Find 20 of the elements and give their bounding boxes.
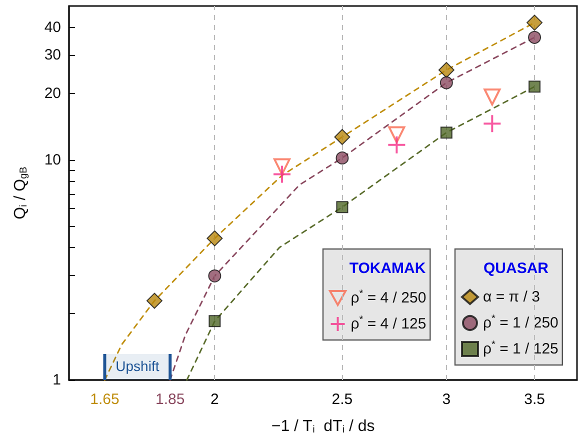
x-tick-label: 2.5: [332, 391, 353, 408]
y-tick-label: 40: [44, 18, 61, 36]
legend-label: ρ* = 4 / 125: [350, 314, 426, 332]
x-tick-label: 1.65: [90, 391, 120, 408]
x-tick-label: 3.5: [524, 391, 545, 408]
legend-label: ρ* = 1 / 250: [483, 314, 558, 332]
annotation: TOKAMAK: [349, 260, 426, 277]
y-tick-label: 1: [52, 372, 61, 388]
legend-label: ρ* = 1 / 125: [483, 340, 558, 358]
band-label: Upshift: [116, 358, 160, 374]
y-tick-label: 10: [44, 151, 61, 168]
legend-label: ρ* = 4 / 250: [350, 288, 426, 306]
x-tick-label: 3: [442, 391, 451, 408]
annotation: QUASAR: [483, 260, 549, 277]
legend-label: α = π / 3: [483, 288, 540, 306]
x-tick-label: 2: [210, 391, 219, 408]
x-tick-label: 1.85: [156, 391, 185, 408]
y-tick-label: 20: [44, 85, 61, 102]
y-tick-label: 30: [44, 46, 61, 64]
y-axis-title: Qi / QgB: [12, 166, 30, 220]
